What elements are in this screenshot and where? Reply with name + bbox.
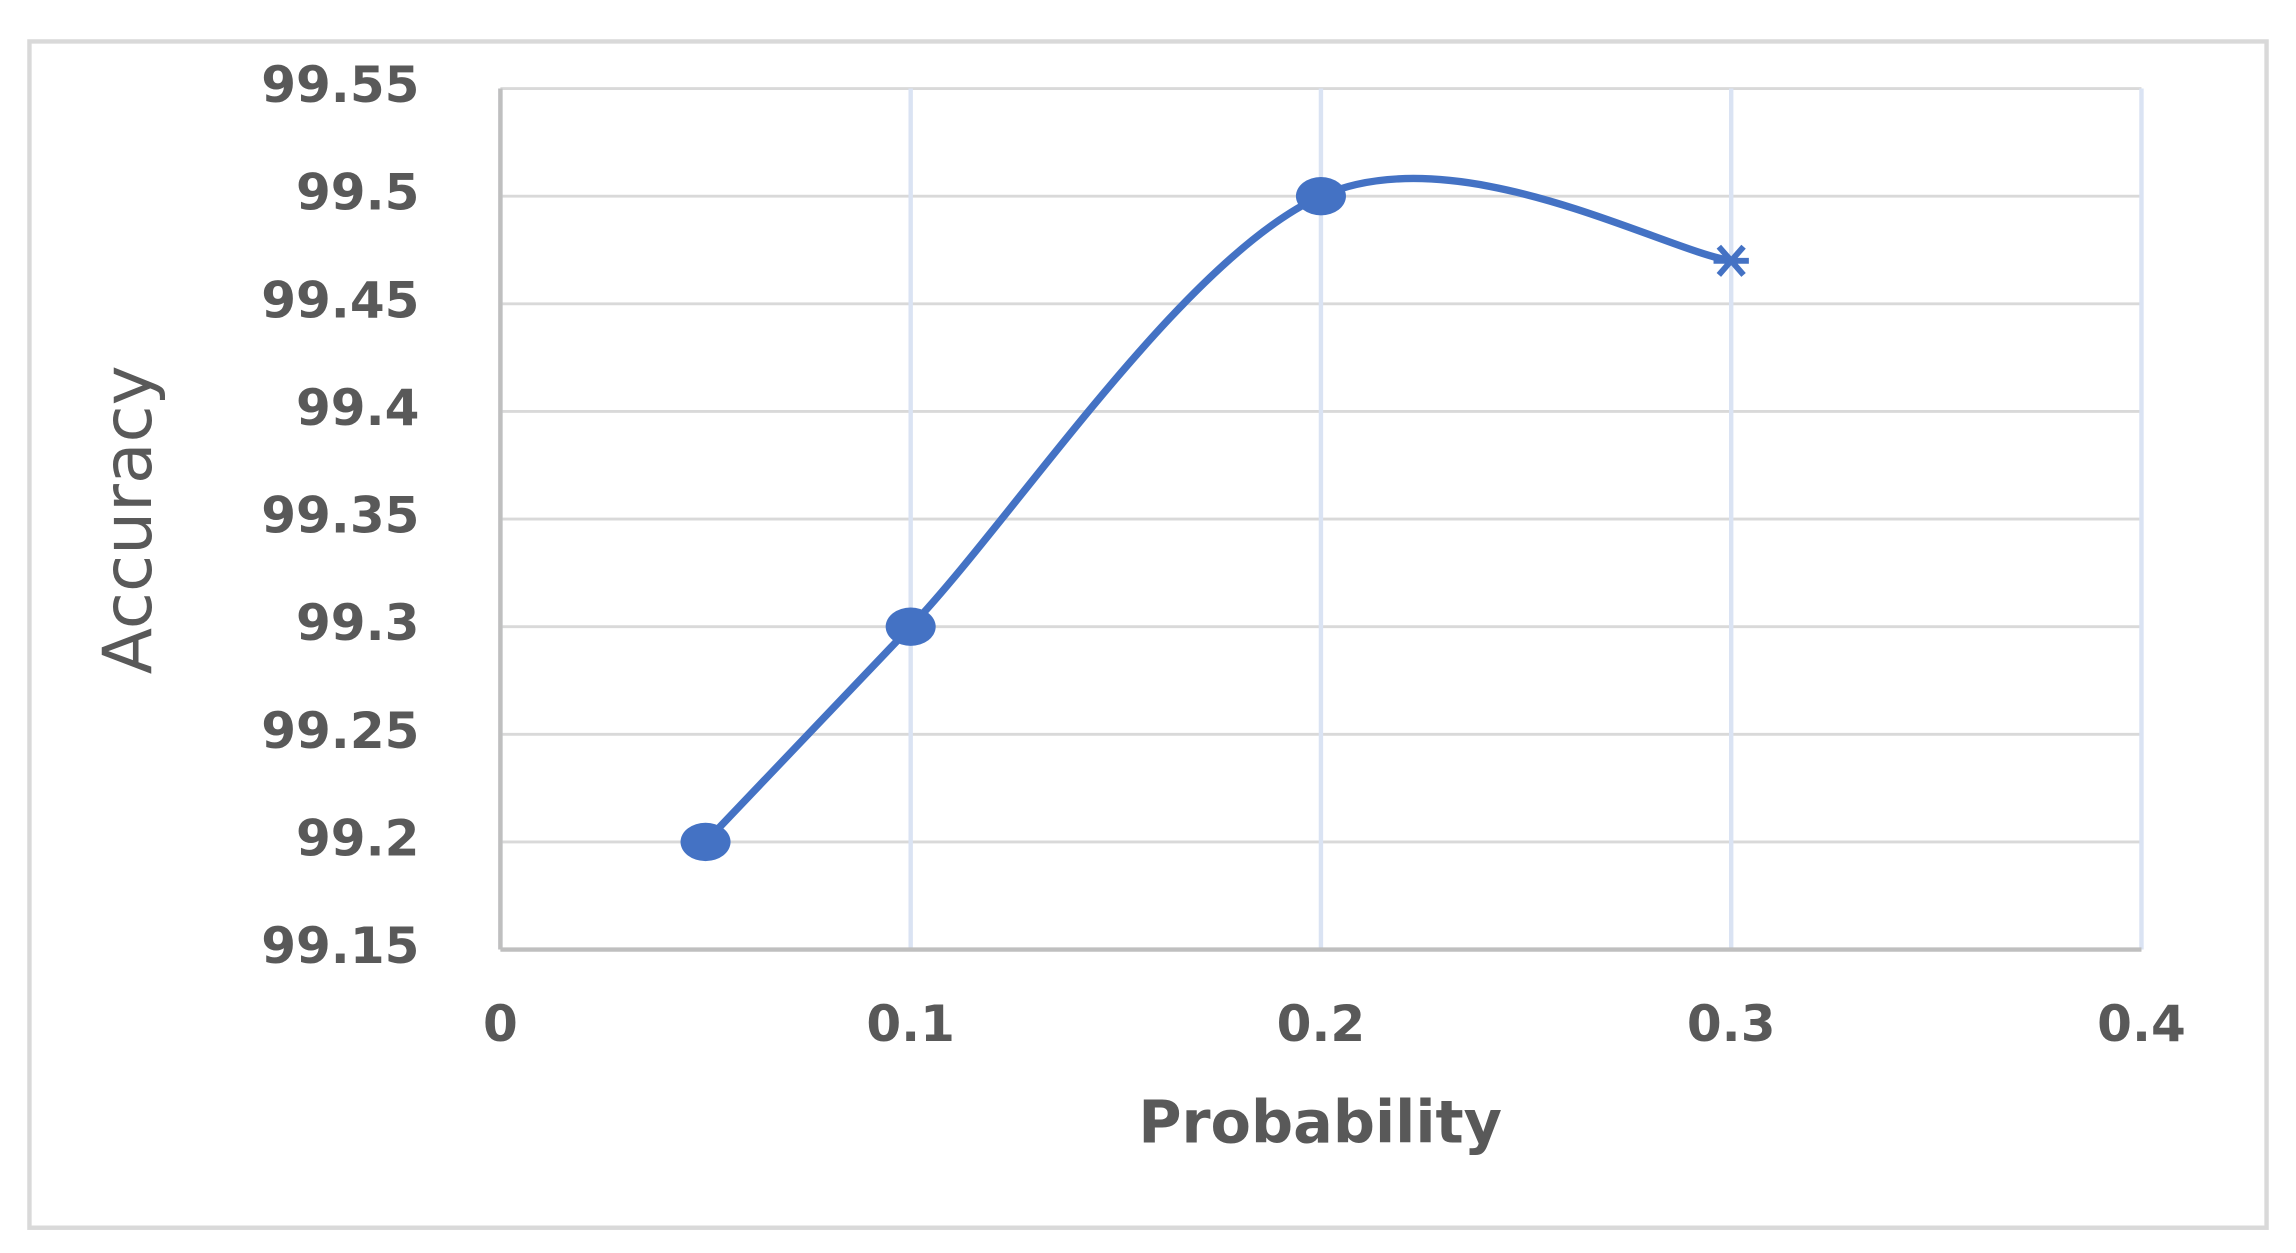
y-tick-label: 99.5: [296, 164, 419, 222]
y-axis-title: Accuracy: [88, 365, 167, 674]
x-tick-label: 0.4: [2097, 995, 2186, 1053]
y-tick-label: 99.15: [261, 917, 419, 975]
y-tick-label: 99.45: [261, 271, 419, 329]
data-marker: [885, 607, 936, 646]
y-tick-label: 99.4: [296, 379, 419, 437]
x-tick-label: 0.2: [1277, 995, 1366, 1053]
chart-frame: [27, 39, 2269, 1230]
y-tick-label: 99.25: [261, 702, 419, 760]
y-tick-label: 99.2: [296, 809, 419, 867]
x-tick-label: 0.3: [1687, 995, 1776, 1053]
x-tick-label: 0.1: [866, 995, 955, 1053]
data-marker: [680, 822, 731, 862]
x-axis-title: Probability: [1138, 1087, 1502, 1156]
y-tick-label: 99.35: [261, 487, 419, 545]
x-tick-label: 0: [483, 995, 518, 1053]
y-tick-label: 99.55: [261, 56, 419, 114]
data-marker: [1295, 177, 1346, 216]
data-marker: [1713, 244, 1749, 277]
data-line: [702, 174, 1732, 845]
y-tick-label: 99.3: [296, 594, 419, 652]
